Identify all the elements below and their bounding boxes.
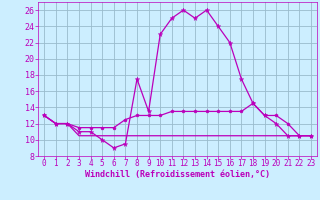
X-axis label: Windchill (Refroidissement éolien,°C): Windchill (Refroidissement éolien,°C)	[85, 170, 270, 179]
